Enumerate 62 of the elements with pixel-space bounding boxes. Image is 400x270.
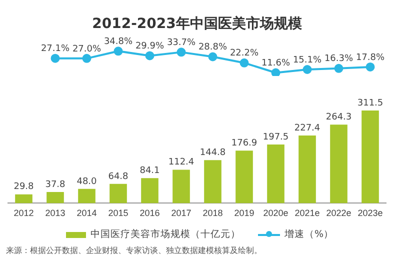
x-tick-label: 2017 <box>171 208 192 218</box>
bar <box>15 194 32 204</box>
data-label: 144.8 <box>200 148 226 158</box>
data-label: 112.4 <box>168 158 194 168</box>
bar <box>236 150 253 204</box>
data-label: 29.9% <box>135 42 164 52</box>
data-label: 227.4 <box>294 123 320 134</box>
legend-label: 中国医疗美容市场规模（十亿元） <box>90 228 240 241</box>
point <box>271 68 280 76</box>
x-tick-label: 2018 <box>202 208 223 218</box>
data-label: 22.2% <box>230 48 259 59</box>
point <box>334 64 344 73</box>
x-tick-label: 2022e <box>326 208 352 218</box>
data-label: 264.3 <box>326 112 352 122</box>
point <box>176 48 186 57</box>
point <box>82 54 92 63</box>
point <box>240 58 249 68</box>
x-tick-label: 2014 <box>76 208 97 218</box>
bar <box>298 136 316 204</box>
x-tick-label: 2016 <box>140 208 160 218</box>
x-tick-label: 2021e <box>294 208 320 218</box>
x-tick-label: 2015 <box>108 208 128 218</box>
data-label: 28.8% <box>198 42 228 53</box>
data-label: 84.1 <box>140 166 160 176</box>
point <box>114 46 123 56</box>
point <box>145 51 154 60</box>
point <box>208 52 218 62</box>
bar <box>362 110 379 204</box>
point <box>302 65 312 74</box>
bar <box>141 178 158 204</box>
data-label: 176.9 <box>231 138 258 148</box>
data-label: 197.5 <box>262 132 289 142</box>
bar <box>110 184 127 204</box>
bar <box>267 144 284 204</box>
x-tick-label: 2019 <box>234 208 254 218</box>
data-label: 311.5 <box>357 98 384 108</box>
bar <box>204 160 222 204</box>
data-label: 16.3% <box>324 54 354 64</box>
bar <box>46 192 64 204</box>
data-label: 64.8 <box>108 172 129 182</box>
data-label: 34.8% <box>104 37 133 48</box>
data-label: 27.1% <box>40 44 70 54</box>
data-label: 29.8 <box>14 182 34 192</box>
point <box>50 54 60 63</box>
source-note: 来源：根据公开数据、企业财报、专家访谈、独立数据建模核算及绘制。 <box>5 245 263 256</box>
bar <box>330 124 348 204</box>
bar <box>78 188 96 204</box>
data-label: 15.1% <box>292 55 322 66</box>
data-label: 17.8% <box>356 52 385 63</box>
data-label: 37.8 <box>45 180 66 190</box>
x-tick-label: 2013 <box>45 208 66 218</box>
data-label: 27.0% <box>72 44 102 54</box>
data-label: 33.7% <box>166 38 196 48</box>
chart-title: 2012-2023年中国医美市场规模 <box>92 15 303 32</box>
x-tick-label: 2020e <box>263 208 288 218</box>
data-label: 11.6% <box>261 58 290 69</box>
point <box>366 62 375 72</box>
x-tick-label: 2012 <box>14 208 34 218</box>
bar <box>172 170 190 204</box>
x-tick-label: 2023e <box>358 208 383 218</box>
legend-label: 增速（%） <box>284 228 334 241</box>
data-label: 48.0 <box>76 176 98 187</box>
